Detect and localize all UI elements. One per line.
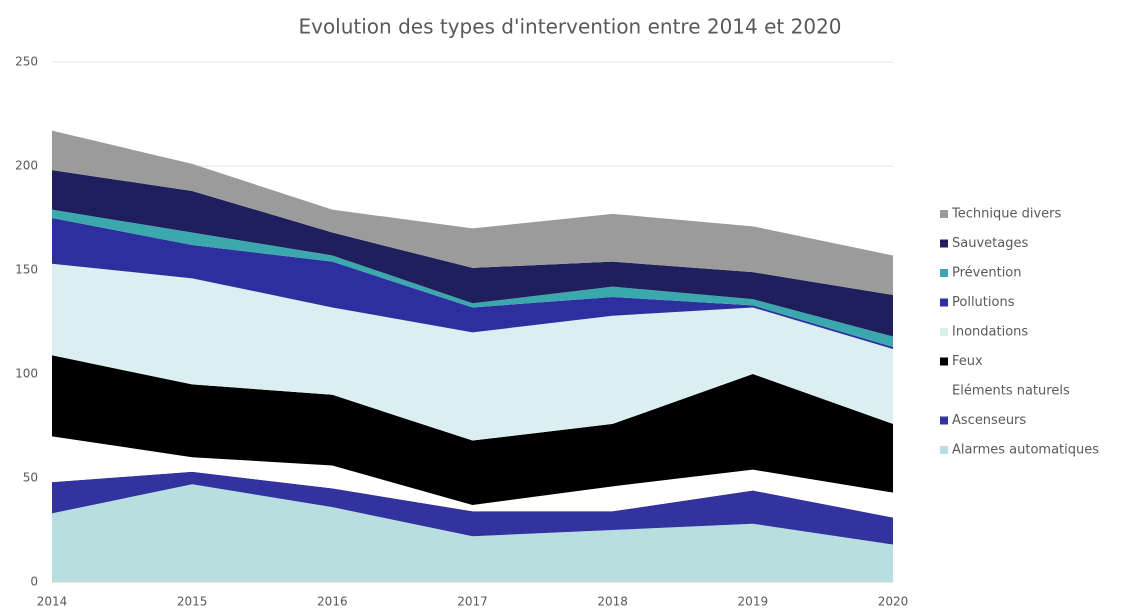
chart-title: Evolution des types d'intervention entre… — [298, 15, 841, 39]
legend-swatch — [940, 239, 948, 248]
legend-swatch — [940, 269, 948, 277]
area — [52, 471, 893, 545]
area — [52, 170, 893, 337]
y-tick-label: 0 — [30, 575, 38, 589]
y-tick-label: 100 — [15, 367, 38, 381]
area — [52, 209, 893, 347]
area — [52, 263, 893, 441]
legend-label: Prévention — [952, 266, 1022, 281]
area — [52, 130, 893, 295]
legend-swatch — [940, 298, 948, 307]
legend-swatch — [940, 328, 948, 336]
legend-swatch — [940, 210, 948, 218]
x-tick-label: 2017 — [457, 595, 488, 609]
legend-swatch — [940, 446, 948, 454]
y-tick-label: 250 — [15, 55, 38, 69]
legend-label: Pollutions — [952, 295, 1015, 310]
x-tick-label: 2015 — [177, 595, 208, 609]
x-tick-label: 2014 — [37, 595, 68, 609]
legend-label: Feux — [952, 354, 983, 369]
y-tick-label: 50 — [23, 471, 38, 485]
area — [52, 484, 893, 582]
area — [52, 436, 893, 518]
y-tick-label: 200 — [15, 159, 38, 173]
area — [52, 355, 893, 506]
legend-label: Sauvetages — [952, 236, 1028, 251]
legend-label: Alarmes automatiques — [952, 443, 1099, 458]
legend-swatch — [940, 357, 948, 366]
x-tick-label: 2020 — [878, 595, 909, 609]
x-tick-label: 2018 — [597, 595, 628, 609]
legend-label: Inondations — [952, 325, 1028, 340]
legend-label: Ascenseurs — [952, 413, 1026, 428]
legend-label: Technique divers — [951, 207, 1061, 222]
legend-label: Eléments naturels — [952, 384, 1070, 399]
x-tick-label: 2019 — [738, 595, 769, 609]
x-tick-label: 2016 — [317, 595, 348, 609]
legend-swatch — [940, 416, 948, 425]
legend-swatch — [940, 387, 948, 395]
area — [52, 218, 893, 350]
y-tick-label: 150 — [15, 263, 38, 277]
